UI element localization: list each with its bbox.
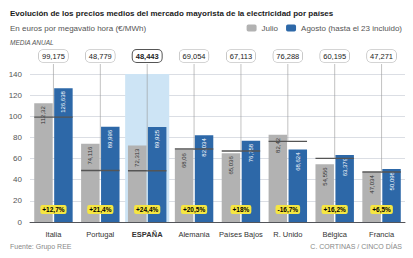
svg-text:40: 40: [13, 175, 22, 184]
svg-text:Alemania: Alemania: [178, 230, 210, 239]
svg-text:Países Bajos: Países Bajos: [219, 230, 263, 239]
svg-text:47,271: 47,271: [370, 52, 393, 61]
svg-text:20: 20: [13, 196, 22, 205]
svg-text:89,996: 89,996: [107, 129, 113, 148]
svg-text:140: 140: [9, 70, 23, 79]
svg-text:+20,5%: +20,5%: [183, 206, 205, 214]
svg-text:65,036: 65,036: [228, 156, 234, 175]
svg-text:Portugal: Portugal: [86, 230, 114, 239]
svg-text:54,556: 54,556: [322, 167, 328, 186]
svg-text:63,379: 63,379: [342, 157, 348, 176]
svg-text:+21,4%: +21,4%: [89, 206, 111, 214]
svg-text:+24,4%: +24,4%: [136, 206, 158, 214]
svg-text:48,779: 48,779: [89, 52, 112, 61]
svg-text:120: 120: [9, 91, 23, 100]
svg-text:Agosto (hasta el 23 incluido): Agosto (hasta el 23 incluido): [301, 24, 402, 33]
svg-text:+16,2%: +16,2%: [324, 206, 346, 214]
svg-text:-16,7%: -16,7%: [278, 206, 299, 214]
svg-text:48,443: 48,443: [136, 52, 159, 61]
svg-text:MEDIA ANUAL: MEDIA ANUAL: [10, 39, 54, 46]
svg-text:ESPAÑA: ESPAÑA: [132, 230, 163, 239]
svg-text:R. Unido: R. Unido: [273, 230, 302, 239]
svg-text:Julio: Julio: [262, 24, 279, 33]
svg-text:Bélgica: Bélgica: [322, 230, 347, 239]
svg-text:En euros por megavatio hora (€: En euros por megavatio hora (€/MWh): [10, 24, 146, 33]
svg-text:Italia: Italia: [46, 230, 63, 239]
svg-text:50,098: 50,098: [389, 171, 395, 190]
svg-text:82,42: 82,42: [275, 137, 281, 153]
svg-text:+6,5%: +6,5%: [372, 206, 391, 214]
svg-text:47,034: 47,034: [369, 175, 375, 194]
svg-text:67,113: 67,113: [230, 52, 252, 61]
svg-text:68,624: 68,624: [295, 152, 301, 171]
svg-text:72,313: 72,313: [134, 148, 140, 167]
svg-text:Fuente: Grupo REE: Fuente: Grupo REE: [10, 243, 72, 251]
svg-text:60: 60: [13, 154, 22, 163]
svg-text:76,758: 76,758: [248, 143, 254, 162]
svg-text:74,116: 74,116: [87, 146, 93, 165]
svg-text:82,034: 82,034: [201, 138, 207, 157]
svg-text:112,32: 112,32: [40, 106, 46, 125]
svg-text:Evolución de los precios medio: Evolución de los precios medios del merc…: [10, 9, 334, 18]
svg-text:69,054: 69,054: [183, 52, 206, 61]
svg-text:89,925: 89,925: [154, 129, 160, 148]
svg-text:0: 0: [18, 218, 23, 227]
svg-text:68,06: 68,06: [181, 152, 187, 168]
svg-text:+18%: +18%: [233, 206, 250, 213]
svg-text:Francia: Francia: [369, 230, 395, 239]
svg-text:99,175: 99,175: [42, 52, 65, 61]
svg-text:80: 80: [13, 133, 22, 142]
svg-text:100: 100: [9, 112, 23, 121]
svg-text:76,288: 76,288: [276, 52, 299, 61]
svg-text:126,638: 126,638: [60, 90, 66, 112]
svg-text:+12,7%: +12,7%: [42, 206, 64, 214]
svg-text:60,195: 60,195: [323, 52, 346, 61]
svg-text:C. CORTINAS / CINCO DÍAS: C. CORTINAS / CINCO DÍAS: [310, 242, 402, 250]
